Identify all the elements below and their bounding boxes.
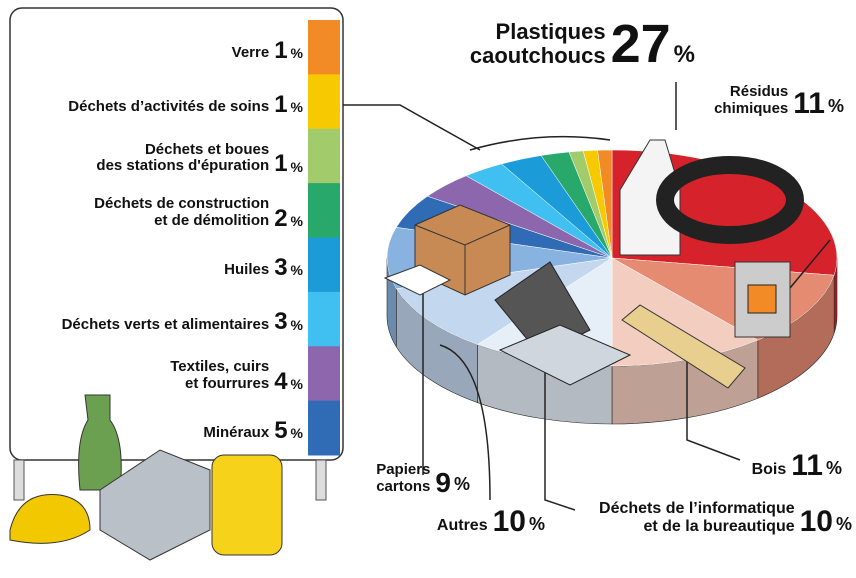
legend-item: Déchets de construction et de démolition… <box>94 196 303 229</box>
panel-leg <box>316 460 326 500</box>
legend-label: Textiles, cuirs et fourrures <box>170 359 269 392</box>
label-value: 10 <box>493 508 526 535</box>
legend-item: Déchets d’activités de soins 1% <box>68 88 303 116</box>
legend-swatch <box>308 401 340 456</box>
legend-unit: % <box>291 160 303 175</box>
legend-item: Huiles 3% <box>224 251 303 279</box>
legend-swatch <box>308 183 340 238</box>
legend-unit: % <box>291 214 303 229</box>
legend-value: 1 <box>274 40 287 62</box>
legend-label: Huiles <box>224 262 269 279</box>
legend-label: Verre <box>232 45 270 62</box>
legend-label: Déchets et boues des stations d'épuratio… <box>96 142 269 175</box>
label-value: 10 <box>800 508 833 535</box>
legend-unit: % <box>291 426 303 441</box>
label-unit: % <box>454 475 470 495</box>
legend-item: Minéraux 5% <box>203 414 303 442</box>
legend-label: Déchets d’activités de soins <box>68 99 269 116</box>
legend-value: 2 <box>274 208 287 230</box>
label-unit: % <box>674 42 695 68</box>
label-value: 27 <box>611 20 671 69</box>
legend-value: 3 <box>274 257 287 279</box>
legend-swatch <box>308 129 340 184</box>
label-unit: % <box>828 97 844 117</box>
legend-unit: % <box>291 100 303 115</box>
slice-label: Autres 10% <box>437 508 545 535</box>
label-text: Plastiques caoutchoucs <box>470 20 606 68</box>
legend-swatch <box>308 238 340 293</box>
label-text: Bois <box>752 461 787 479</box>
legend-value: 1 <box>274 94 287 116</box>
label-value: 9 <box>435 470 451 495</box>
label-text: Autres <box>437 517 488 535</box>
legend-unit: % <box>291 263 303 278</box>
label-unit: % <box>826 459 842 479</box>
label-value: 11 <box>791 452 823 479</box>
legend-swatch <box>308 74 340 129</box>
label-value: 11 <box>793 90 825 117</box>
slice-label: Déchets de l’informatique et de la burea… <box>599 500 852 535</box>
label-text: Papiers cartons <box>376 462 430 495</box>
legend-value: 1 <box>274 153 287 175</box>
legend-swatch <box>308 20 340 75</box>
legend-unit: % <box>291 377 303 392</box>
label-unit: % <box>529 515 545 535</box>
label-text: Résidus chimiques <box>714 84 788 117</box>
legend-value: 4 <box>274 371 287 393</box>
legend-label: Minéraux <box>203 425 269 442</box>
legend-swatch <box>308 346 340 401</box>
legend-unit: % <box>291 318 303 333</box>
label-text: Déchets de l’informatique et de la burea… <box>599 500 795 535</box>
legend-value: 3 <box>274 311 287 333</box>
legend-unit: % <box>291 46 303 61</box>
infographic: Plastiques caoutchoucs27%Résidus chimiqu… <box>0 0 856 578</box>
legend-swatch <box>308 292 340 347</box>
panel-leg <box>14 460 24 500</box>
legend-item: Déchets et boues des stations d'épuratio… <box>96 142 303 175</box>
legend-label: Déchets de construction et de démolition <box>94 196 269 229</box>
legend-value: 5 <box>274 420 287 442</box>
legend-label: Déchets verts et alimentaires <box>62 317 270 334</box>
label-unit: % <box>836 515 852 535</box>
